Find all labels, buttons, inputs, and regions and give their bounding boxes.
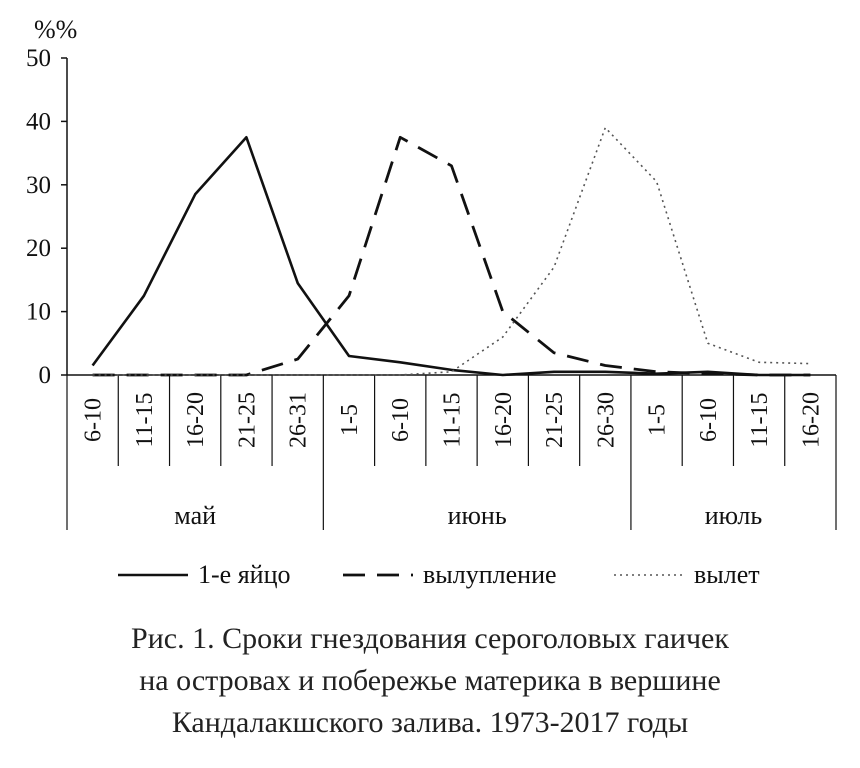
x-tick-label: 16-20: [798, 392, 824, 448]
x-tick-label: 11-15: [747, 392, 773, 447]
figure-caption: Рис. 1. Сроки гнездования сероголовых га…: [0, 618, 860, 744]
x-tick-label: 26-30: [593, 392, 619, 448]
series-lines: [91, 126, 811, 377]
y-tick-label: 10: [26, 299, 51, 326]
x-tick-label: 6-10: [81, 398, 107, 442]
x-tick-label: 16-20: [183, 392, 209, 448]
series-line-dashed: [92, 135, 811, 377]
y-tick-label: 0: [39, 362, 52, 389]
line-chart: %% 0 10 20 30 40 50 6-10 11-15 16-20 21-25 26-31 1-…: [26, 15, 837, 589]
caption-line-1: Рис. 1. Сроки гнездования сероголовых га…: [131, 622, 729, 655]
y-axis-label: %%: [34, 15, 77, 44]
y-tick-label: 20: [26, 235, 51, 262]
x-tick-label: 16-20: [491, 392, 517, 448]
caption-line-3: Кандалакшского залива. 1973-2017 годы: [171, 706, 689, 739]
month-label: июнь: [448, 501, 507, 530]
y-tick-label: 40: [26, 108, 51, 135]
x-tick-label: 26-31: [286, 392, 312, 448]
x-tick-label: 1-5: [645, 404, 671, 436]
legend-label: вылет: [694, 560, 760, 589]
legend-label: вылупление: [423, 560, 557, 589]
x-tick-label: 21-25: [234, 392, 260, 448]
series-line-solid: [91, 136, 811, 377]
x-tick-label: 6-10: [696, 398, 722, 442]
x-tick-label: 11-15: [132, 392, 158, 447]
x-tick-label: 11-15: [440, 392, 466, 447]
legend-label: 1-е яйцо: [198, 560, 291, 589]
caption-line-2: на островах и побережье материка в верши…: [139, 664, 721, 697]
y-tick-label: 50: [26, 45, 51, 72]
x-tick-label: 6-10: [388, 398, 414, 442]
x-tick-label: 1-5: [337, 404, 363, 436]
month-label: май: [174, 501, 216, 530]
x-tick-label: 21-25: [542, 392, 568, 448]
month-label: июль: [705, 501, 763, 530]
y-tick-label: 30: [26, 172, 51, 199]
legend: 1-е яйцо вылупление вылет: [118, 560, 760, 589]
